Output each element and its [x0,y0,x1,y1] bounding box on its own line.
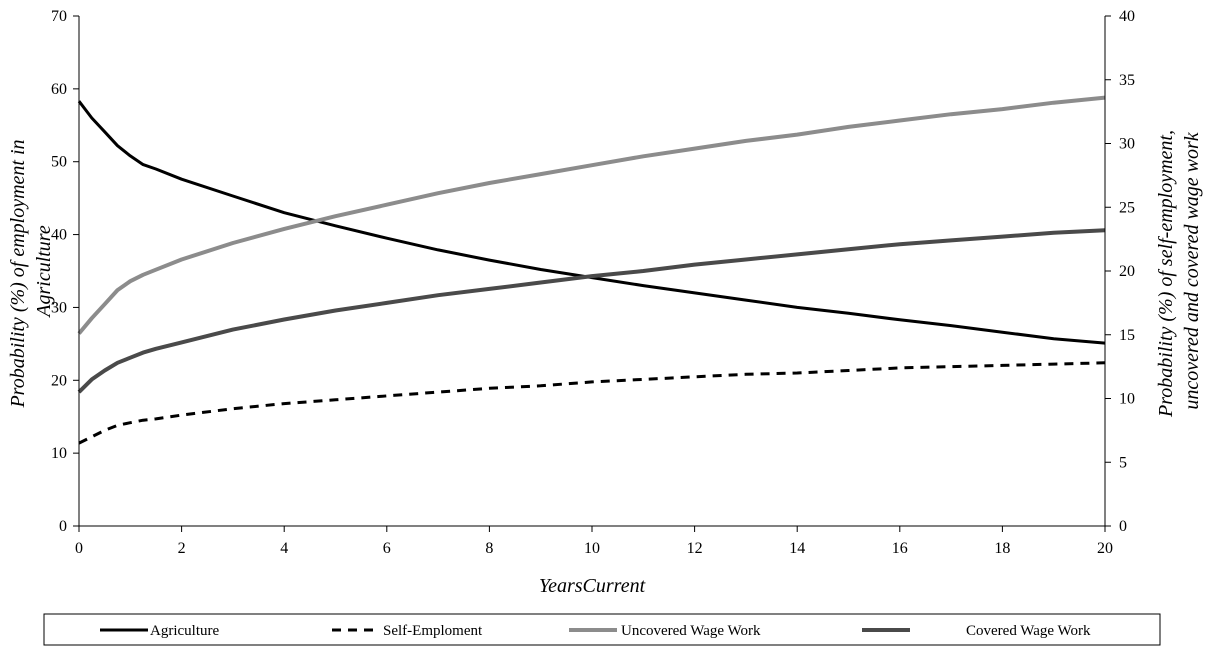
x-axis-title: YearsCurrent [539,575,646,597]
y-right-tick-label-20: 20 [1119,263,1135,280]
y-axis-right-title-line-2: uncovered and covered wage work [1181,131,1203,409]
y-axis-right-title: Probability (%) of self-employment, unco… [1155,125,1203,418]
legend-item-self-emploment: Self-Emploment [332,623,483,639]
y-left-tick-label-30: 30 [51,299,67,316]
y-left-tick-label-20: 20 [51,372,67,389]
y-axis-left-title-line-1: Probability (%) of employment in [7,139,29,408]
x-tick-label-12: 12 [687,540,703,557]
series-line-covered-wage-work [77,228,1106,394]
y-left-tick-label-0: 0 [59,518,67,535]
legend-label-uncovered-wage-work: Uncovered Wage Work [621,623,761,639]
series-line-uncovered-wage-work [77,95,1106,335]
x-tick-label-18: 18 [994,540,1010,557]
x-tick-label-6: 6 [383,540,391,557]
y-right-tick-label-10: 10 [1119,391,1135,408]
y-right-tick-label-25: 25 [1119,199,1135,216]
axes-layer: 0 2 4 6 8 10 12 14 16 18 20 0 10 20 30 40 50 60 70 0 5 10 15 20… [51,8,1135,557]
legend-label-covered-wage-work: Covered Wage Work [966,623,1091,639]
x-tick-label-14: 14 [789,540,805,557]
y-right-tick-label-0: 0 [1119,518,1127,535]
legend-label-self-emploment: Self-Emploment [383,623,483,639]
legend-item-covered-wage-work: Covered Wage Work [862,623,1091,639]
x-tick-label-10: 10 [584,540,600,557]
y-axis-left-title-line-2: Agriculture [33,225,55,319]
y-left-tick-label-40: 40 [51,227,67,244]
series-layer [77,95,1106,445]
y-axis-left-title: Probability (%) of employment in Agricul… [7,134,55,408]
legend-item-agriculture: Agriculture [100,623,219,639]
y-right-tick-label-30: 30 [1119,136,1135,153]
y-left-tick-label-70: 70 [51,8,67,25]
y-right-tick-label-40: 40 [1119,8,1135,25]
legend: Agriculture Self-Emploment Uncovered Wag… [43,613,1161,646]
y-right-tick-label-5: 5 [1119,454,1127,471]
x-tick-label-16: 16 [892,540,908,557]
series-line-self-emploment [78,361,1106,445]
x-tick-label-20: 20 [1097,540,1113,557]
x-tick-label-4: 4 [280,540,288,557]
y-axis-right-title-line-1: Probability (%) of self-employment, [1155,130,1177,418]
x-tick-label-2: 2 [178,540,186,557]
y-right-tick-label-35: 35 [1119,72,1135,89]
legend-item-uncovered-wage-work: Uncovered Wage Work [569,623,761,639]
x-tick-label-0: 0 [75,540,83,557]
y-left-tick-label-10: 10 [51,445,67,462]
x-tick-label-8: 8 [485,540,493,557]
y-left-tick-label-50: 50 [51,154,67,171]
y-left-tick-label-60: 60 [51,81,67,98]
series-line-agriculture [77,100,1106,345]
legend-label-agriculture: Agriculture [150,623,219,639]
y-right-tick-label-15: 15 [1119,327,1135,344]
